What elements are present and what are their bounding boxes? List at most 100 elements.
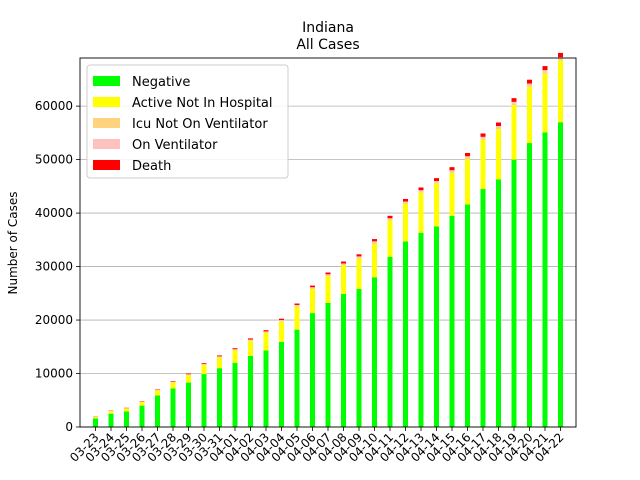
y-tick-label: 30000 (35, 260, 73, 274)
bar-stack-04-14 (434, 178, 439, 427)
bar-segment-active-not-in-hospital (217, 357, 222, 369)
bar-segment-negative (124, 411, 129, 427)
bar-segment-icu-not-on-ventilator (263, 332, 269, 333)
bar-segment-negative (294, 329, 300, 427)
bar-stack-03-28 (170, 381, 176, 427)
bar-stack-03-31 (217, 355, 222, 427)
bar-segment-negative (201, 374, 207, 427)
bar-segment-on-ventilator (511, 101, 517, 104)
bar-segment-icu-not-on-ventilator (201, 364, 207, 365)
bar-segment-negative (139, 405, 145, 427)
bar-segment-death (325, 272, 331, 275)
y-tick-label: 10000 (35, 367, 73, 381)
bar-segment-death (310, 285, 315, 288)
bar-stacks (93, 52, 563, 427)
bar-segment-active-not-in-hospital (186, 375, 191, 383)
bar-segment-on-ventilator (341, 263, 346, 265)
bar-segment-icu-not-on-ventilator (279, 320, 284, 322)
bar-stack-03-29 (186, 373, 191, 427)
bar-segment-negative (155, 395, 160, 427)
bar-segment-death (387, 215, 393, 219)
bar-segment-negative (403, 241, 408, 427)
bar-stack-04-15 (449, 167, 455, 427)
bar-segment-icu-not-on-ventilator (434, 182, 439, 184)
bar-stack-04-01 (232, 348, 238, 427)
bar-stack-04-16 (465, 152, 470, 427)
bar-segment-negative (325, 302, 331, 427)
bar-segment-negative (356, 289, 362, 427)
bar-segment-active-not-in-hospital (480, 139, 486, 190)
bar-segment-negative (418, 232, 424, 427)
y-tick-label: 0 (65, 420, 73, 434)
bar-segment-active-not-in-hospital (341, 265, 346, 294)
bar-segment-icu-not-on-ventilator (480, 138, 486, 140)
bar-segment-icu-not-on-ventilator (387, 219, 393, 221)
bar-segment-active-not-in-hospital (418, 192, 424, 233)
bar-segment-active-not-in-hospital (93, 417, 98, 419)
bar-segment-on-ventilator (248, 339, 253, 341)
bar-segment-death (372, 239, 377, 242)
bar-segment-negative (434, 226, 439, 427)
bar-stack-04-10 (372, 239, 377, 427)
bar-stack-03-30 (201, 363, 207, 427)
bar-segment-on-ventilator (294, 304, 300, 306)
bar-segment-on-ventilator (527, 83, 532, 86)
bar-stack-04-06 (310, 285, 315, 427)
bar-segment-active-not-in-hospital (325, 276, 331, 303)
bar-segment-active-not-in-hospital (496, 129, 501, 180)
bar-segment-negative (263, 350, 269, 427)
bar-segment-on-ventilator (449, 170, 455, 172)
bar-segment-on-ventilator (542, 70, 548, 72)
bar-segment-death (341, 261, 346, 264)
bar-segment-on-ventilator (356, 256, 362, 258)
bar-segment-death (542, 66, 548, 71)
legend-swatch (93, 76, 120, 86)
bar-segment-active-not-in-hospital (372, 243, 377, 278)
bar-segment-negative (496, 179, 501, 427)
legend-swatch (93, 139, 120, 149)
legend-swatch (93, 118, 120, 128)
bar-stack-04-13 (418, 187, 424, 427)
bar-stack-03-24 (108, 410, 114, 427)
legend-box (86, 64, 289, 179)
bar-stack-04-07 (325, 272, 331, 427)
bar-segment-negative (449, 215, 455, 427)
bar-segment-death (527, 79, 532, 84)
bar-segment-active-not-in-hospital (294, 306, 300, 330)
bar-stack-04-05 (294, 303, 300, 427)
bar-segment-on-ventilator (263, 331, 269, 333)
bar-segment-death (449, 167, 455, 171)
bar-segment-negative (186, 382, 191, 427)
bar-segment-death (434, 178, 439, 181)
bar-segment-icu-not-on-ventilator (527, 85, 532, 87)
bar-segment-active-not-in-hospital (527, 86, 532, 144)
bar-segment-active-not-in-hospital (108, 411, 114, 414)
bar-segment-negative (93, 418, 98, 427)
legend-label: On Ventilator (132, 138, 218, 153)
bar-segment-death (217, 355, 222, 357)
bar-segment-icu-not-on-ventilator (341, 264, 346, 266)
legend-swatch (93, 97, 120, 107)
bar-segment-icu-not-on-ventilator (465, 157, 470, 160)
bar-segment-death (279, 318, 284, 321)
bar-segment-on-ventilator (496, 126, 501, 128)
bar-segment-active-not-in-hospital (170, 382, 176, 389)
bar-segment-icu-not-on-ventilator (310, 288, 315, 290)
bar-segment-icu-not-on-ventilator (294, 305, 300, 307)
bar-segment-icu-not-on-ventilator (542, 71, 548, 74)
bar-segment-negative (542, 132, 548, 427)
chart-title: Indiana (302, 20, 354, 36)
bar-segment-on-ventilator (434, 181, 439, 183)
bar-segment-icu-not-on-ventilator (232, 349, 238, 351)
bar-segment-active-not-in-hospital (356, 258, 362, 290)
bar-segment-negative (310, 313, 315, 427)
bar-segment-death (496, 122, 501, 127)
bar-stack-04-11 (387, 215, 393, 427)
bar-segment-on-ventilator (310, 287, 315, 289)
bar-segment-negative (387, 256, 393, 427)
bar-segment-death (186, 373, 191, 375)
bar-segment-death (511, 98, 517, 102)
bar-stack-04-04 (279, 318, 284, 427)
bar-segment-negative (170, 388, 176, 427)
bar-segment-icu-not-on-ventilator (217, 356, 222, 358)
